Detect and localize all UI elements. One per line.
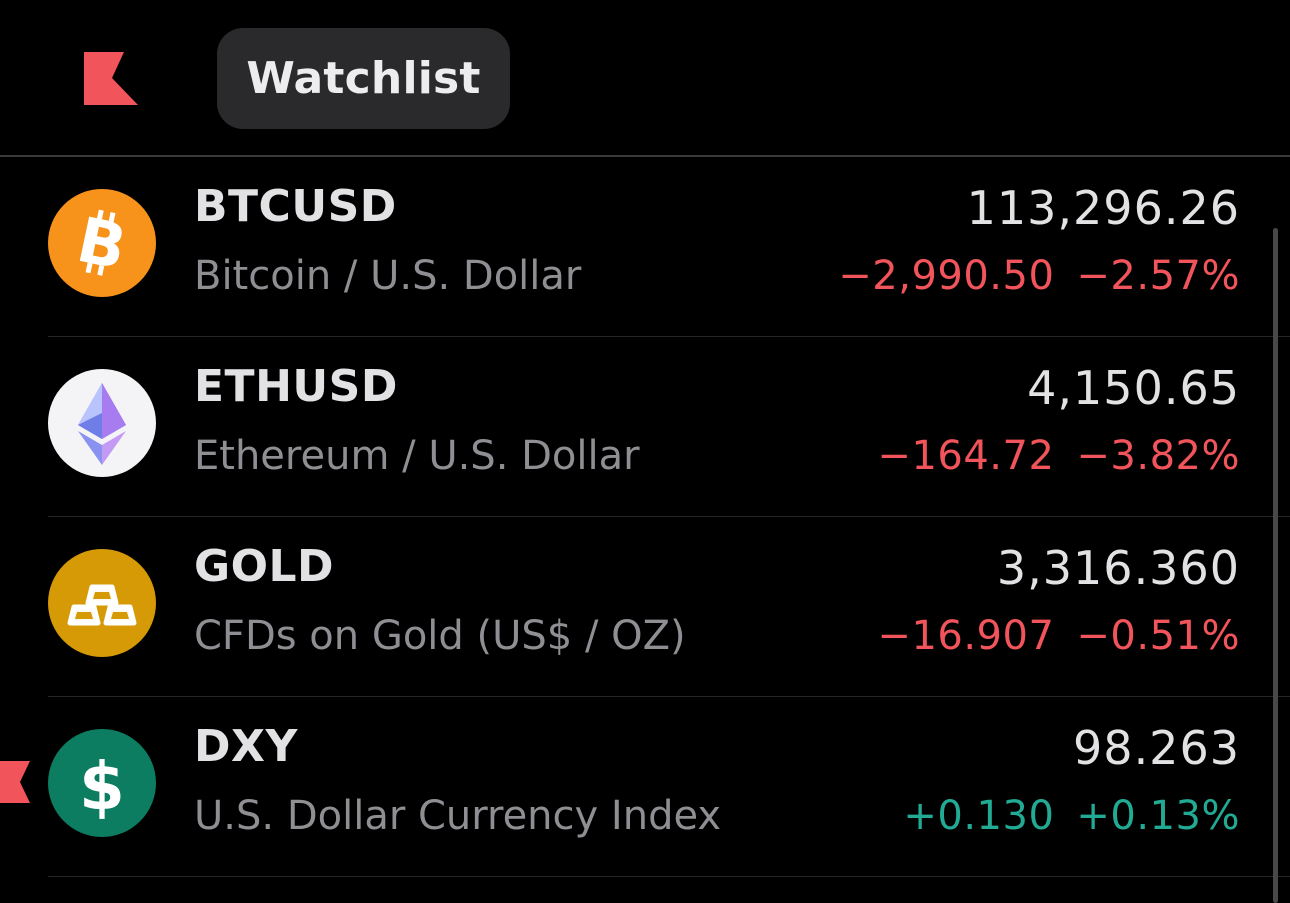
header-divider [0, 155, 1290, 157]
header-bar: Watchlist [0, 0, 1290, 157]
symbol-label: GOLD [194, 541, 335, 592]
row-divider [48, 695, 1290, 697]
symbol-description: Bitcoin / U.S. Dollar [194, 253, 582, 299]
change-value: −2,990.50 [838, 253, 1055, 299]
change-percent: +0.13% [1076, 793, 1240, 839]
price-change: −164.72 −3.82% [877, 433, 1240, 479]
dollar-sign-icon: $ [48, 729, 156, 837]
price-change: +0.130 +0.13% [903, 793, 1240, 839]
ethereum-icon [48, 369, 156, 477]
watchlist: B BTCUSD Bitcoin / U.S. Dollar 113,296.2… [0, 157, 1290, 877]
last-price: 98.263 [1073, 721, 1240, 775]
watchlist-row-btcusd[interactable]: B BTCUSD Bitcoin / U.S. Dollar 113,296.2… [0, 157, 1290, 337]
flag-logo-icon[interactable] [84, 52, 138, 105]
last-price: 113,296.26 [966, 181, 1240, 235]
change-percent: −0.51% [1076, 613, 1240, 659]
watchlist-row-ethusd[interactable]: ETHUSD Ethereum / U.S. Dollar 4,150.65 −… [0, 337, 1290, 517]
symbol-description: Ethereum / U.S. Dollar [194, 433, 640, 479]
watchlist-row-gold[interactable]: GOLD CFDs on Gold (US$ / OZ) 3,316.360 −… [0, 517, 1290, 697]
change-value: +0.130 [903, 793, 1055, 839]
watchlist-selector-button[interactable]: Watchlist [217, 28, 510, 129]
last-price: 4,150.65 [1027, 361, 1240, 415]
row-divider [48, 335, 1290, 337]
price-change: −16.907 −0.51% [877, 613, 1240, 659]
svg-text:$: $ [79, 748, 125, 825]
gold-bars-icon [48, 549, 156, 657]
change-percent: −2.57% [1076, 253, 1240, 299]
symbol-label: ETHUSD [194, 361, 398, 412]
symbol-label: DXY [194, 721, 298, 772]
row-divider [48, 875, 1290, 877]
symbol-label: BTCUSD [194, 181, 397, 232]
symbol-description: U.S. Dollar Currency Index [194, 793, 722, 839]
watchlist-row-dxy[interactable]: $ DXY U.S. Dollar Currency Index 98.263 … [0, 697, 1290, 877]
symbol-description: CFDs on Gold (US$ / OZ) [194, 613, 686, 659]
change-value: −16.907 [877, 613, 1055, 659]
watchlist-title: Watchlist [246, 53, 481, 104]
change-value: −164.72 [877, 433, 1055, 479]
bitcoin-icon: B [48, 189, 156, 297]
scrollbar[interactable] [1273, 228, 1278, 903]
last-price: 3,316.360 [996, 541, 1240, 595]
row-divider [48, 515, 1290, 517]
flag-marker-icon [0, 761, 30, 803]
price-change: −2,990.50 −2.57% [838, 253, 1240, 299]
change-percent: −3.82% [1076, 433, 1240, 479]
